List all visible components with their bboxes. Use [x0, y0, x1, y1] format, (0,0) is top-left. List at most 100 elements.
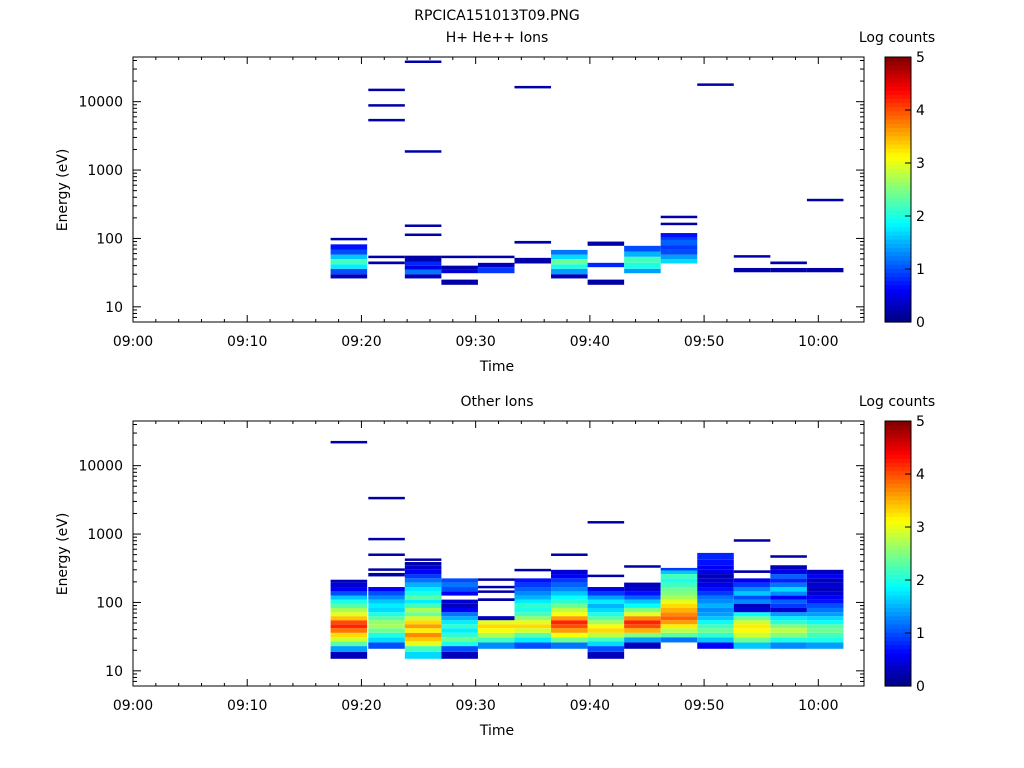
heatmap-cell — [806, 624, 844, 629]
colorbar-swatch — [885, 135, 911, 141]
heatmap-cell — [770, 569, 807, 575]
y-tick-label: 10000 — [78, 459, 123, 475]
heatmap-cell — [330, 249, 368, 255]
heatmap-cell — [404, 587, 442, 592]
colorbar-swatch — [885, 578, 911, 584]
heatmap-cell — [551, 628, 588, 633]
heatmap-cell — [587, 279, 625, 285]
colorbar-swatch — [885, 470, 911, 476]
heatmap-cell — [624, 620, 661, 625]
heatmap-cell — [733, 570, 771, 573]
heatmap-cell — [514, 591, 552, 596]
colorbar-swatch — [885, 433, 911, 439]
colorbar-swatch — [885, 636, 911, 642]
plot-frame — [132, 56, 865, 323]
heatmap-cell — [697, 628, 734, 633]
heatmap-cell — [368, 595, 405, 600]
colorbar-swatch — [885, 181, 911, 186]
heatmap-cell — [806, 603, 844, 608]
heatmap-cell — [806, 620, 844, 625]
colorbar-swatch — [885, 164, 911, 170]
heatmap-cell — [733, 539, 771, 542]
colorbar-swatch — [885, 445, 911, 451]
colorbar-swatch — [885, 603, 911, 608]
heatmap-cell — [624, 256, 661, 263]
x-tick-label: 09:40 — [570, 334, 610, 350]
colorbar-swatch — [885, 681, 911, 687]
heatmap-cell — [368, 568, 405, 571]
heatmap-cell — [660, 582, 698, 588]
heatmap-cell — [551, 259, 588, 265]
y-tick-label: 10 — [105, 300, 123, 316]
colorbar-tick-label: 5 — [916, 414, 925, 430]
heatmap-cell — [733, 624, 771, 629]
heatmap-cell — [441, 578, 478, 583]
heatmap-cell — [697, 624, 734, 629]
colorbar-swatch — [885, 243, 911, 249]
heatmap-cell — [660, 569, 698, 575]
heatmap-cell — [697, 612, 734, 617]
heatmap-cell — [368, 496, 405, 500]
colorbar-tick-label: 3 — [916, 156, 925, 172]
colorbar-tick-label: 1 — [916, 626, 925, 642]
colorbar-swatch — [885, 437, 911, 443]
x-tick-label: 09:50 — [684, 334, 724, 350]
heatmap-cell — [624, 582, 661, 588]
colorbar-swatch — [885, 648, 911, 654]
heatmap-cell — [330, 274, 368, 279]
heatmap-cell — [368, 616, 405, 621]
heatmap-cell — [660, 591, 698, 596]
heatmap-cell — [404, 265, 442, 270]
heatmap-cell — [770, 591, 807, 596]
heatmap-cell — [551, 632, 588, 638]
colorbar-swatch — [885, 276, 911, 282]
heatmap-cell — [404, 274, 442, 279]
colorbar-swatch — [885, 235, 911, 240]
x-tick-label: 09:40 — [570, 698, 610, 714]
heatmap-cell — [477, 620, 515, 625]
colorbar-swatch — [885, 499, 911, 505]
heatmap-cell — [514, 624, 552, 629]
heatmap-cell — [441, 599, 478, 604]
heatmap-cell — [330, 641, 368, 647]
colorbar-swatch — [885, 131, 911, 137]
colorbar-swatch — [885, 478, 911, 484]
heatmap-cell — [368, 642, 405, 649]
x-tick-label: 09:20 — [341, 698, 381, 714]
colorbar-swatch — [885, 317, 911, 323]
colorbar-swatch — [885, 466, 911, 472]
heatmap-cell — [477, 255, 515, 259]
heatmap-cell — [330, 616, 368, 621]
colorbar-swatch — [885, 247, 911, 253]
colorbar-swatch — [885, 483, 911, 488]
heatmap-cell — [660, 574, 698, 579]
heatmap-cell — [441, 628, 478, 633]
heatmap-cell — [733, 632, 771, 638]
heatmap-cell — [441, 255, 478, 259]
heatmap-cell — [660, 233, 698, 237]
heatmap-cell — [697, 632, 734, 638]
colorbar-swatch — [885, 429, 911, 435]
colorbar-swatch — [885, 421, 911, 426]
heatmap-cell — [514, 620, 552, 625]
heatmap-cell — [733, 267, 771, 273]
heatmap-cell — [477, 637, 515, 643]
heatmap-cell — [551, 624, 588, 629]
heatmap-cell — [660, 595, 698, 600]
heatmap-cell — [514, 582, 552, 588]
heatmap-cell — [624, 245, 661, 252]
y-tick-label: 1000 — [87, 527, 123, 543]
heatmap-cell — [514, 257, 552, 264]
heatmap-cell — [404, 616, 442, 621]
colorbar-swatch — [885, 251, 911, 257]
colorbar-tick-label: 4 — [916, 467, 925, 483]
heatmap-cell — [477, 598, 515, 601]
colorbar: 0 1 2 3 4 5 — [884, 50, 925, 331]
panel-other-ions: Other Ions Log counts Energy (eV) Time 0… — [55, 394, 935, 739]
colorbar-swatch — [885, 218, 911, 224]
heatmap-cell — [770, 587, 807, 592]
heatmap-cell — [587, 628, 625, 633]
colorbar-swatch — [885, 297, 911, 302]
colorbar-swatch — [885, 193, 911, 199]
heatmap-cell — [770, 582, 807, 588]
